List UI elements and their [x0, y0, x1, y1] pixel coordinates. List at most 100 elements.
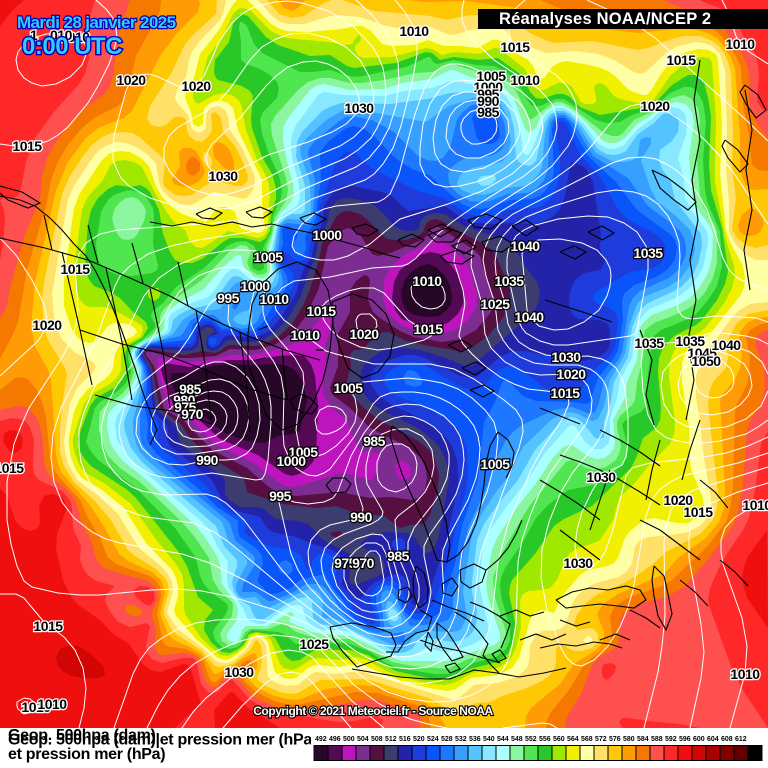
- svg-text:1010: 1010: [730, 666, 760, 682]
- svg-text:1010: 1010: [37, 696, 67, 712]
- svg-text:1030: 1030: [208, 168, 238, 184]
- svg-text:1015: 1015: [60, 261, 90, 277]
- svg-text:1035: 1035: [633, 245, 663, 261]
- svg-text:Geop. 500hpa (dam): Geop. 500hpa (dam): [8, 727, 156, 744]
- svg-text:1000: 1000: [312, 227, 342, 243]
- svg-text:612: 612: [735, 736, 747, 743]
- svg-text:1020: 1020: [556, 366, 586, 382]
- svg-text:508: 508: [371, 736, 383, 743]
- svg-text:604: 604: [707, 736, 719, 743]
- svg-text:540: 540: [483, 736, 495, 743]
- svg-text:1015: 1015: [666, 52, 696, 68]
- svg-text:1015: 1015: [306, 303, 336, 319]
- svg-text:544: 544: [497, 736, 509, 743]
- svg-text:584: 584: [637, 736, 649, 743]
- svg-text:512: 512: [385, 736, 397, 743]
- svg-text:990: 990: [350, 509, 373, 525]
- svg-text:560: 560: [553, 736, 565, 743]
- svg-text:1005: 1005: [476, 68, 506, 84]
- svg-text:990: 990: [196, 452, 219, 468]
- svg-text:536: 536: [469, 736, 481, 743]
- svg-text:1020: 1020: [116, 72, 146, 88]
- svg-text:504: 504: [357, 736, 369, 743]
- svg-text:568: 568: [581, 736, 593, 743]
- svg-text:496: 496: [329, 736, 341, 743]
- svg-text:1030: 1030: [344, 100, 374, 116]
- svg-text:608: 608: [721, 736, 733, 743]
- svg-text:975: 975: [174, 399, 197, 415]
- svg-text:572: 572: [595, 736, 607, 743]
- svg-text:1010: 1010: [399, 23, 429, 39]
- svg-text:1030: 1030: [551, 349, 581, 365]
- svg-text:Geop. 500hpa (dam)|et pression: Geop. 500hpa (dam)|et pression mer (hPa): [8, 732, 317, 749]
- svg-text:1030: 1030: [224, 664, 254, 680]
- svg-text:1015: 1015: [33, 618, 63, 634]
- svg-text:1035: 1035: [634, 335, 664, 351]
- svg-text:1015: 1015: [413, 321, 443, 337]
- svg-text:1030: 1030: [563, 555, 593, 571]
- svg-text:1030: 1030: [586, 469, 616, 485]
- svg-text:970: 970: [352, 555, 375, 571]
- svg-text:1010: 1010: [60, 29, 90, 45]
- svg-text:1045: 1045: [687, 345, 717, 361]
- svg-text:1020: 1020: [640, 98, 670, 114]
- svg-text:0:00 UTC: 0:00 UTC: [22, 33, 122, 60]
- svg-text:1015: 1015: [683, 504, 713, 520]
- svg-text:985: 985: [363, 433, 386, 449]
- svg-text:556: 556: [539, 736, 551, 743]
- svg-text:1020: 1020: [181, 78, 211, 94]
- svg-text:500: 500: [343, 736, 355, 743]
- svg-text:1005: 1005: [288, 444, 318, 460]
- svg-text:Mardi 28 janvier 2025: Mardi 28 janvier 2025: [17, 13, 176, 32]
- svg-text:564: 564: [567, 736, 579, 743]
- svg-text:1015: 1015: [550, 385, 580, 401]
- svg-text:548: 548: [511, 736, 523, 743]
- svg-text:970: 970: [181, 406, 204, 422]
- svg-text:1010: 1010: [725, 36, 755, 52]
- svg-text:520: 520: [413, 736, 425, 743]
- svg-text:532: 532: [455, 736, 467, 743]
- svg-text:1025: 1025: [480, 296, 510, 312]
- svg-text:552: 552: [525, 736, 537, 743]
- svg-text:492: 492: [315, 736, 327, 743]
- svg-text:592: 592: [665, 736, 677, 743]
- svg-text:1040: 1040: [514, 309, 544, 325]
- svg-text:1010: 1010: [510, 72, 540, 88]
- svg-text:1005: 1005: [480, 456, 510, 472]
- svg-text:1040: 1040: [510, 238, 540, 254]
- svg-text:985: 985: [477, 104, 500, 120]
- svg-text:580: 580: [623, 736, 635, 743]
- svg-text:Copyright © 2021 Meteociel.fr: Copyright © 2021 Meteociel.fr - Source N…: [253, 704, 493, 718]
- svg-text:1010: 1010: [742, 497, 768, 513]
- svg-text:1015: 1015: [12, 138, 42, 154]
- svg-text:596: 596: [679, 736, 691, 743]
- svg-text:1005: 1005: [333, 380, 363, 396]
- svg-text:588: 588: [651, 736, 663, 743]
- svg-text:1035: 1035: [494, 273, 524, 289]
- svg-text:1015: 1015: [500, 39, 530, 55]
- svg-text:1035: 1035: [675, 333, 705, 349]
- svg-text:1000: 1000: [473, 79, 503, 95]
- svg-text:528: 528: [441, 736, 453, 743]
- svg-text:1050: 1050: [691, 353, 721, 369]
- svg-text:1010: 1010: [259, 291, 289, 307]
- svg-text:Réanalyses NOAA/NCEP 2: Réanalyses NOAA/NCEP 2: [499, 10, 711, 28]
- svg-text:1015: 1015: [0, 460, 24, 476]
- svg-text:1010: 1010: [21, 699, 51, 715]
- svg-text:975: 975: [334, 555, 357, 571]
- svg-text:1010: 1010: [290, 327, 320, 343]
- svg-text:1000: 1000: [276, 453, 306, 469]
- svg-text:1040: 1040: [711, 337, 741, 353]
- svg-text:990: 990: [477, 93, 500, 109]
- svg-text:1020: 1020: [663, 492, 693, 508]
- svg-text:995: 995: [477, 86, 500, 102]
- svg-text:600: 600: [693, 736, 705, 743]
- svg-text:1000: 1000: [240, 278, 270, 294]
- svg-text:1020: 1020: [32, 317, 62, 333]
- svg-text:1025: 1025: [299, 636, 329, 652]
- svg-text:980: 980: [173, 392, 196, 408]
- svg-text:524: 524: [427, 736, 439, 743]
- svg-text:1010: 1010: [412, 273, 442, 289]
- svg-text:1020: 1020: [349, 326, 379, 342]
- svg-text:985: 985: [179, 381, 202, 397]
